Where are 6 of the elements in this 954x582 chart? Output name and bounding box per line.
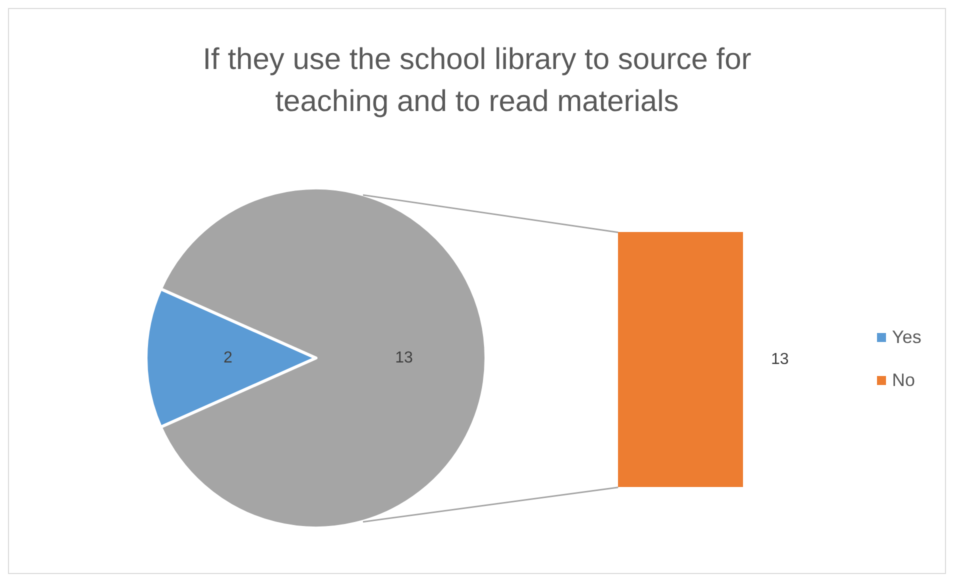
chart-title: If they use the school library to source for teaching and to read materials bbox=[202, 42, 752, 120]
legend-label: No bbox=[892, 370, 916, 391]
data-label: 13 bbox=[395, 350, 413, 366]
data-label: 13 bbox=[771, 351, 789, 368]
legend-label: Yes bbox=[892, 327, 922, 348]
data-label: 2 bbox=[224, 350, 233, 366]
